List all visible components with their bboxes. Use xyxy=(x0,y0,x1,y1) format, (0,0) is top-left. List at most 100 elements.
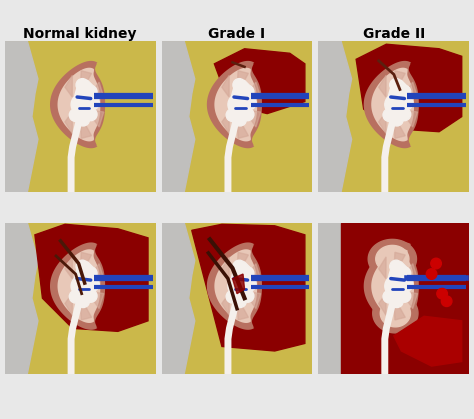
Circle shape xyxy=(383,109,396,122)
Polygon shape xyxy=(244,109,261,127)
Circle shape xyxy=(426,269,437,279)
Polygon shape xyxy=(162,41,195,192)
Polygon shape xyxy=(229,262,254,304)
Polygon shape xyxy=(244,291,261,308)
Polygon shape xyxy=(207,243,262,330)
Circle shape xyxy=(226,109,239,122)
Polygon shape xyxy=(80,297,91,320)
Polygon shape xyxy=(394,71,405,94)
Polygon shape xyxy=(162,223,195,374)
Polygon shape xyxy=(57,249,100,323)
Circle shape xyxy=(383,290,396,303)
Polygon shape xyxy=(394,297,405,320)
Circle shape xyxy=(71,94,92,115)
Circle shape xyxy=(228,94,249,115)
Polygon shape xyxy=(73,80,97,123)
Polygon shape xyxy=(237,115,248,138)
Polygon shape xyxy=(65,112,73,134)
Polygon shape xyxy=(80,115,91,138)
Polygon shape xyxy=(244,82,261,100)
Polygon shape xyxy=(237,71,248,94)
Circle shape xyxy=(234,113,246,126)
Circle shape xyxy=(69,109,82,122)
Circle shape xyxy=(441,296,452,306)
Polygon shape xyxy=(379,294,386,316)
Circle shape xyxy=(71,276,92,297)
Polygon shape xyxy=(364,243,419,330)
Polygon shape xyxy=(87,109,104,127)
Polygon shape xyxy=(237,297,248,320)
Polygon shape xyxy=(222,257,229,279)
Polygon shape xyxy=(356,44,462,132)
Circle shape xyxy=(431,258,441,269)
Polygon shape xyxy=(65,257,73,279)
Polygon shape xyxy=(214,249,257,323)
Circle shape xyxy=(241,85,254,98)
Circle shape xyxy=(84,85,97,98)
Circle shape xyxy=(388,279,403,294)
Polygon shape xyxy=(222,75,229,97)
Polygon shape xyxy=(391,272,405,297)
Polygon shape xyxy=(401,109,418,127)
Polygon shape xyxy=(376,246,409,272)
Polygon shape xyxy=(80,252,91,276)
Circle shape xyxy=(401,97,413,109)
Circle shape xyxy=(76,260,89,273)
Polygon shape xyxy=(222,112,229,134)
Polygon shape xyxy=(371,249,414,323)
Polygon shape xyxy=(87,82,104,100)
Polygon shape xyxy=(319,223,352,374)
Title: Grade I: Grade I xyxy=(209,27,265,41)
Circle shape xyxy=(77,113,90,126)
Polygon shape xyxy=(73,262,97,304)
Polygon shape xyxy=(87,264,104,281)
Title: Normal kidney: Normal kidney xyxy=(23,27,137,41)
Circle shape xyxy=(87,97,99,109)
Polygon shape xyxy=(232,274,245,294)
Title: Grade II: Grade II xyxy=(363,27,425,41)
Polygon shape xyxy=(80,71,91,94)
Bar xyxy=(341,223,469,374)
Polygon shape xyxy=(371,68,414,142)
Circle shape xyxy=(398,290,411,302)
Polygon shape xyxy=(237,252,248,276)
Polygon shape xyxy=(379,75,386,97)
Polygon shape xyxy=(5,41,38,192)
Polygon shape xyxy=(65,294,73,316)
Polygon shape xyxy=(394,316,462,366)
Circle shape xyxy=(244,278,256,291)
Circle shape xyxy=(385,94,406,115)
Polygon shape xyxy=(5,223,38,374)
Polygon shape xyxy=(386,80,410,123)
Circle shape xyxy=(233,260,246,273)
Polygon shape xyxy=(87,291,104,308)
Circle shape xyxy=(84,267,97,279)
Circle shape xyxy=(84,290,97,302)
Polygon shape xyxy=(229,80,254,123)
Polygon shape xyxy=(373,294,418,333)
Polygon shape xyxy=(57,68,100,142)
Polygon shape xyxy=(401,264,418,281)
Polygon shape xyxy=(379,112,386,134)
Circle shape xyxy=(398,267,411,279)
Circle shape xyxy=(390,260,402,273)
Polygon shape xyxy=(192,224,305,351)
Polygon shape xyxy=(386,262,410,304)
Circle shape xyxy=(84,108,97,121)
Circle shape xyxy=(391,295,403,308)
Polygon shape xyxy=(222,294,229,316)
Polygon shape xyxy=(364,61,419,148)
Polygon shape xyxy=(65,75,73,97)
Circle shape xyxy=(398,85,411,98)
Polygon shape xyxy=(35,224,148,331)
Circle shape xyxy=(226,290,239,303)
Circle shape xyxy=(228,276,249,297)
Polygon shape xyxy=(214,49,305,114)
Circle shape xyxy=(241,290,254,302)
Circle shape xyxy=(385,276,406,297)
Circle shape xyxy=(390,79,402,91)
Polygon shape xyxy=(50,61,105,148)
Circle shape xyxy=(69,290,82,303)
Polygon shape xyxy=(379,257,386,279)
Circle shape xyxy=(437,288,447,299)
